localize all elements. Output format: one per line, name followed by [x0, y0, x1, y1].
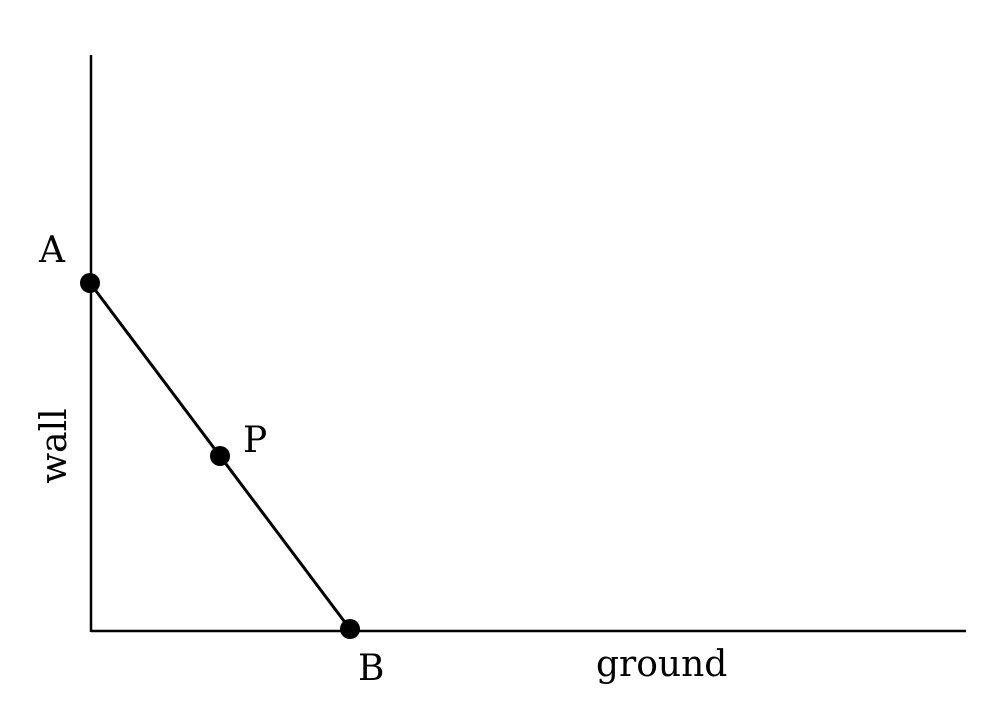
point-a-dot [80, 273, 100, 293]
ground-label: ground [596, 644, 727, 685]
point-p-label: P [243, 420, 267, 461]
wall-label: wall [34, 408, 75, 483]
point-b-dot [340, 619, 360, 639]
point-a-label: A [38, 230, 66, 271]
point-p-dot [210, 446, 230, 466]
point-b-label: B [358, 648, 384, 689]
